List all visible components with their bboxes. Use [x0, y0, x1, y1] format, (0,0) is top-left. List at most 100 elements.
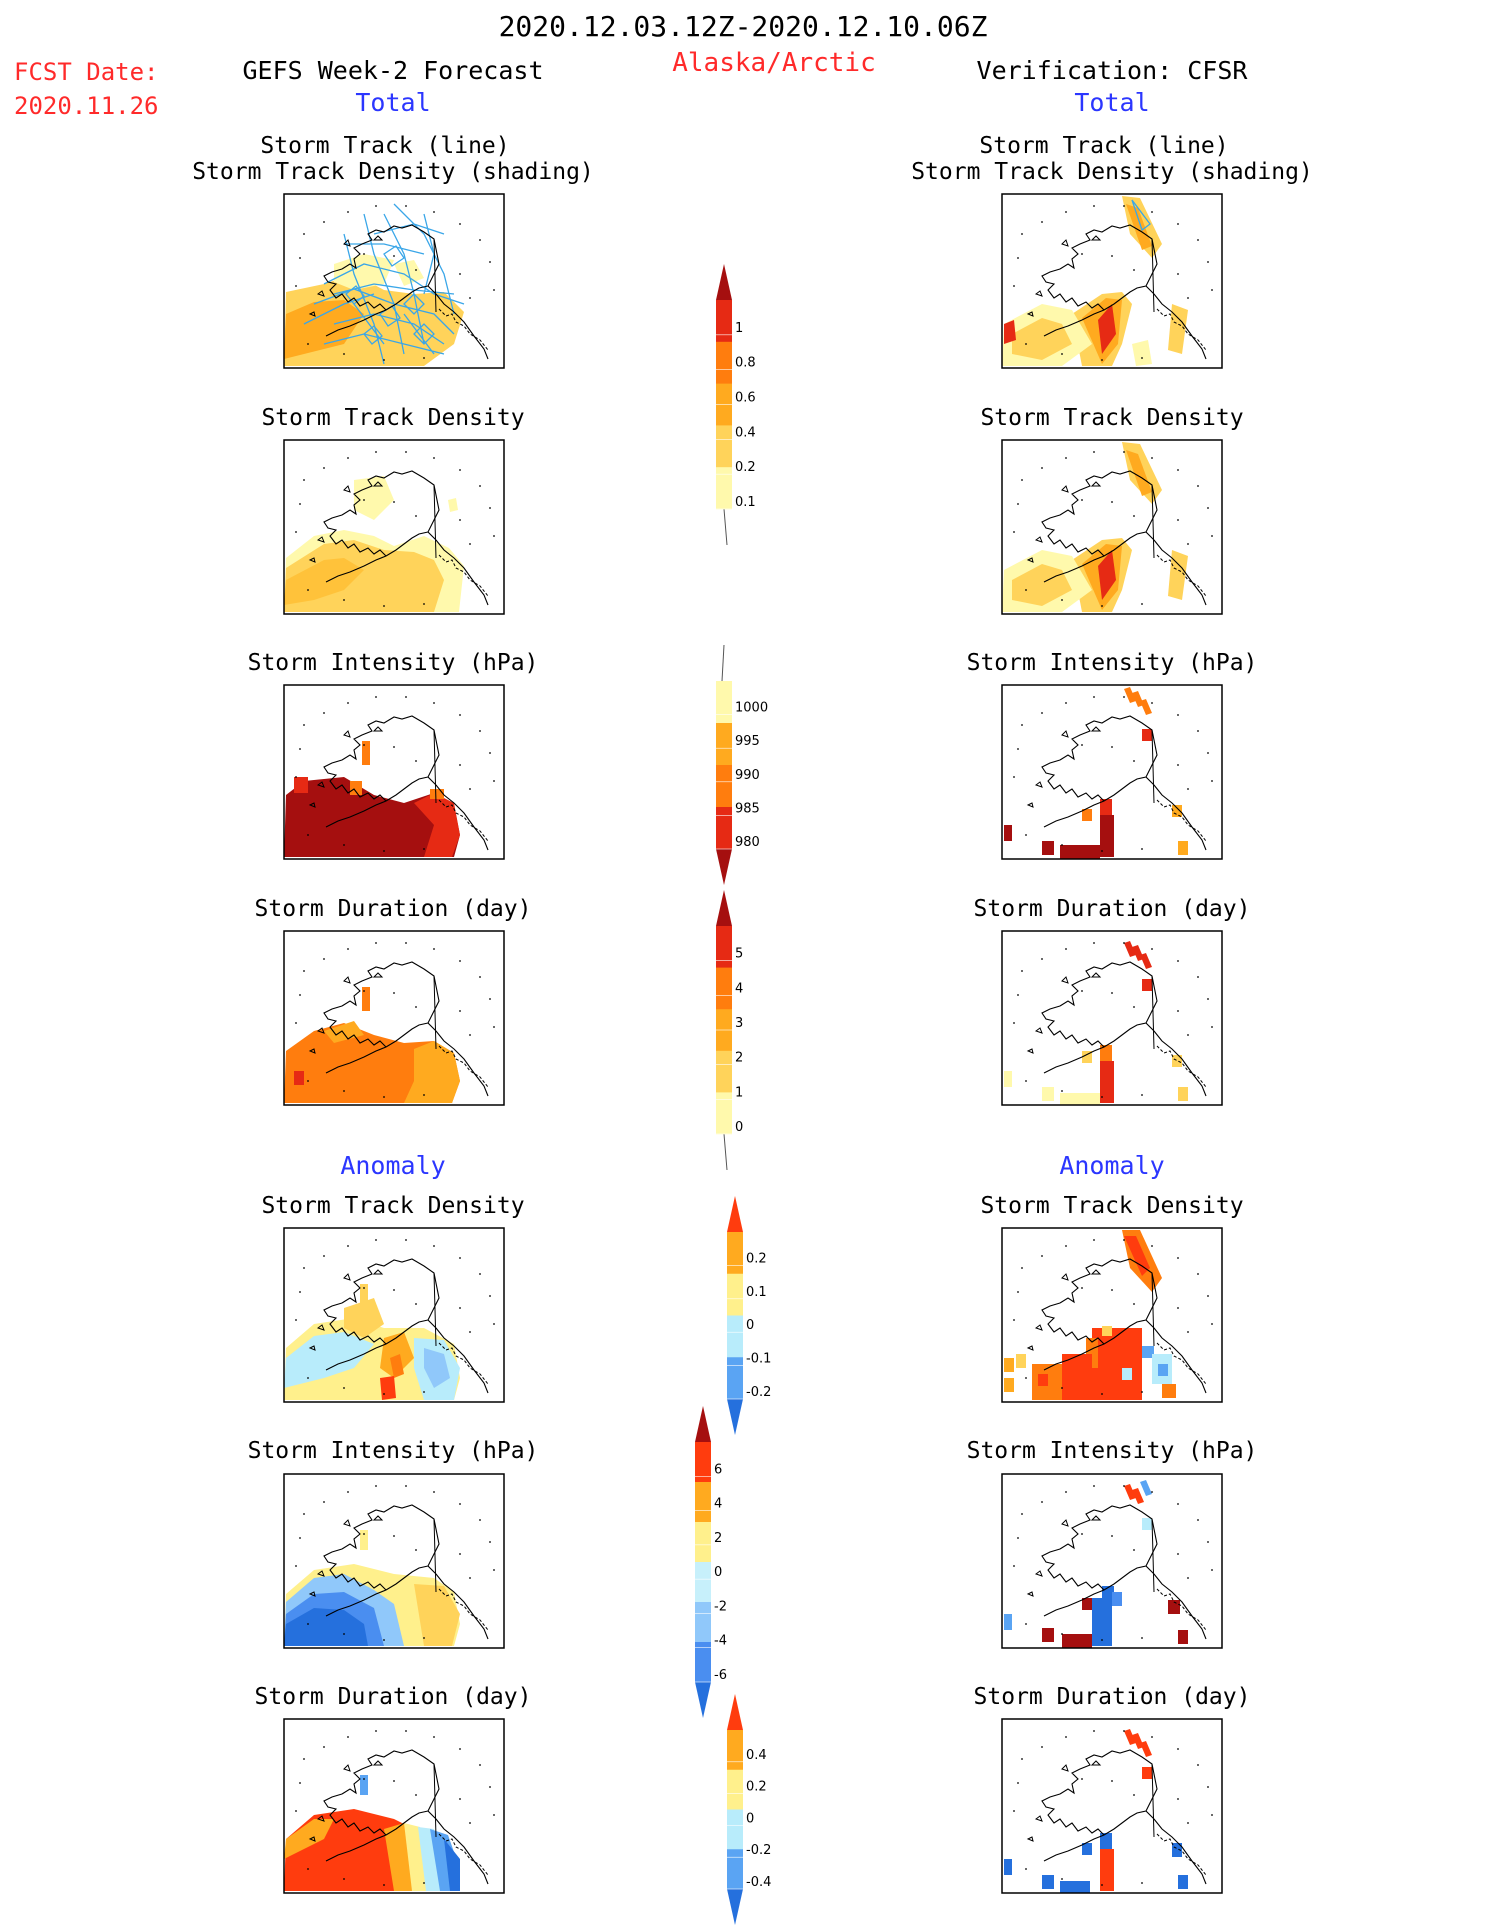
- panel-verif-track: [1001, 193, 1223, 369]
- colorbar-intensity-anomaly-tick-label: 6: [714, 1462, 722, 1477]
- colorbar-duration-anomaly-segment: [727, 1809, 743, 1850]
- colorbar-density-total-tick-label: 0.4: [735, 425, 756, 440]
- colorbar-intensity-total-tick-label: 980: [735, 835, 760, 850]
- colorbar-duration-anomaly-segment: [727, 1769, 743, 1810]
- panel-verif-duration: [1001, 930, 1223, 1106]
- panel-verif-density: [1001, 439, 1223, 615]
- colorbar-density-total: 0.1 0.2 0.4 0.6 0.8 1: [716, 264, 756, 546]
- colorbar-duration-anomaly-high-cap: [727, 1694, 743, 1730]
- colorbar-density-anomaly-segment: [727, 1232, 743, 1275]
- colorbar-intensity-total-tick-label: 985: [735, 801, 760, 816]
- colorbar-density-anomaly-tick-label: -0.1: [746, 1352, 771, 1367]
- colorbar-duration-anomaly-tick-label: -0.2: [746, 1843, 771, 1858]
- colorbar-duration-anomaly-tick-label: 0: [746, 1811, 754, 1826]
- panel-title-density-forecast: Storm Track Density: [261, 405, 525, 431]
- colorbar-density-total-high-cap: [716, 264, 732, 300]
- panel-verif-intensity: [1001, 684, 1223, 860]
- colorbar-duration-anomaly-segment: [727, 1849, 743, 1890]
- panel-forecast-intensity-anomaly: [283, 1473, 505, 1649]
- colorbar-duration-total-segment: [716, 967, 732, 1010]
- panel-title-density-anom-forecast: Storm Track Density: [261, 1193, 525, 1219]
- panel-title-track-line-verif: Storm Track (line): [979, 133, 1229, 159]
- colorbar-duration-anomaly-tick-label: 0.4: [746, 1748, 767, 1763]
- colorbar-density-total-tick-label: 0.1: [735, 495, 756, 510]
- panel-verif-density-anomaly: [1001, 1227, 1223, 1403]
- colorbar-intensity-anomaly-tick-label: 2: [714, 1531, 722, 1546]
- colorbar-intensity-anomaly-high-cap: [695, 1406, 711, 1442]
- colorbar-density-anomaly: -0.2 -0.1 0 0.1 0.2: [727, 1196, 771, 1435]
- colorbar-density-total-segment: [716, 425, 732, 468]
- colorbar-intensity-anomaly-segment: [695, 1522, 711, 1563]
- colorbar-density-total-tick-label: 0.8: [735, 356, 756, 371]
- colorbar-density-anomaly-segment: [727, 1315, 743, 1358]
- panel-title-intensity-anom-forecast: Storm Intensity (hPa): [247, 1438, 539, 1464]
- colorbar-duration-total: 0 1 2 3 4 5: [716, 890, 743, 1171]
- fcst-date-label: FCST Date:: [14, 58, 159, 86]
- panel-title-intensity-forecast: Storm Intensity (hPa): [247, 650, 539, 676]
- panel-title-intensity-verif: Storm Intensity (hPa): [966, 650, 1258, 676]
- colorbar-duration-total-high-cap: [716, 890, 732, 926]
- panel-forecast-intensity: [283, 684, 505, 860]
- colorbar-duration-anomaly-segment: [727, 1730, 743, 1771]
- colorbar-density-anomaly-tick-label: 0: [746, 1318, 754, 1333]
- colorbar-intensity-anomaly-segment: [695, 1642, 711, 1683]
- region-label: Alaska/Arctic: [672, 48, 876, 78]
- panel-title-density-verif: Storm Track Density: [980, 405, 1244, 431]
- forecast-anomaly-label: Anomaly: [340, 1151, 446, 1180]
- colorbar-intensity-anomaly-tick-label: -2: [714, 1599, 727, 1614]
- colorbar-duration-total-segment: [716, 1092, 732, 1135]
- colorbar-intensity-anomaly-tick-label: -6: [714, 1668, 727, 1683]
- colorbar-intensity-total-tick-label: 995: [735, 734, 760, 749]
- colorbar-duration-anomaly-tick-label: -0.4: [746, 1875, 771, 1890]
- verification-total-label: Total: [1074, 88, 1150, 117]
- colorbar-duration-total-tick-label: 3: [735, 1016, 743, 1031]
- colorbar-duration-total-segment: [716, 926, 732, 969]
- colorbar-density-total-tick-label: 0.2: [735, 460, 756, 475]
- colorbar-density-total-segment: [716, 300, 732, 343]
- colorbar-duration-total-tick-label: 1: [735, 1085, 743, 1100]
- colorbar-duration-total-tick-label: 5: [735, 947, 743, 962]
- colorbar-intensity-total-segment: [716, 807, 732, 850]
- colorbar-density-total-tick-label: 1: [735, 321, 743, 336]
- verification-column-title: Verification: CFSR: [976, 56, 1248, 85]
- verification-anomaly-label: Anomaly: [1059, 1151, 1165, 1180]
- panel-forecast-duration-anomaly: [283, 1718, 505, 1894]
- colorbar-density-anomaly-tick-label: 0.2: [746, 1251, 767, 1266]
- colorbar-intensity-anomaly-segment: [695, 1482, 711, 1523]
- colorbar-intensity-anomaly-segment: [695, 1562, 711, 1603]
- colorbar-duration-anomaly-tick-label: 0.2: [746, 1780, 767, 1795]
- colorbar-duration-total-tick-label: 4: [735, 981, 743, 996]
- colorbar-duration-total-low-cap: [723, 1133, 728, 1171]
- colorbar-intensity-anomaly-tick-label: 4: [714, 1497, 722, 1512]
- colorbar-intensity-total-low-cap: [716, 849, 732, 885]
- panel-forecast-density-anomaly: [283, 1227, 505, 1403]
- colorbar-intensity-anomaly-tick-label: 0: [714, 1565, 722, 1580]
- colorbar-duration-anomaly: -0.4 -0.2 0 0.2 0.4: [727, 1694, 771, 1925]
- colorbar-intensity-anomaly-segment: [695, 1442, 711, 1483]
- panel-title-track-shading-forecast: Storm Track Density (shading): [192, 159, 594, 185]
- forecast-total-label: Total: [355, 88, 431, 117]
- colorbar-intensity-anomaly-tick-label: -4: [714, 1634, 727, 1649]
- colorbar-intensity-anomaly: -6 -4 -2 0 2 4 6: [695, 1406, 727, 1718]
- colorbar-duration-total-tick-label: 2: [735, 1051, 743, 1066]
- panel-title-intensity-anom-verif: Storm Intensity (hPa): [966, 1438, 1258, 1464]
- colorbar-intensity-total-segment: [716, 681, 732, 724]
- panel-forecast-duration: [283, 930, 505, 1106]
- forecast-column-title: GEFS Week-2 Forecast: [242, 56, 544, 85]
- panel-verif-intensity-anomaly: [1001, 1473, 1223, 1649]
- panel-title-track-shading-verif: Storm Track Density (shading): [911, 159, 1313, 185]
- colorbar-duration-anomaly-low-cap: [727, 1889, 743, 1925]
- colorbar-density-anomaly-segment: [727, 1357, 743, 1400]
- fcst-date-value: 2020.11.26: [14, 92, 159, 120]
- panel-title-density-anom-verif: Storm Track Density: [980, 1193, 1244, 1219]
- panel-verif-duration-anomaly: [1001, 1718, 1223, 1894]
- panel-title-track-line-forecast: Storm Track (line): [260, 133, 510, 159]
- main-title: 2020.12.03.12Z-2020.12.10.06Z: [498, 10, 988, 43]
- colorbar-density-anomaly-tick-label: -0.2: [746, 1385, 771, 1400]
- panel-title-duration-forecast: Storm Duration (day): [254, 896, 532, 922]
- colorbar-duration-total-segment: [716, 1050, 732, 1093]
- panel-title-duration-anom-forecast: Storm Duration (day): [254, 1684, 532, 1710]
- colorbar-intensity-anomaly-segment: [695, 1602, 711, 1643]
- colorbar-intensity-total-high-cap: [721, 644, 725, 682]
